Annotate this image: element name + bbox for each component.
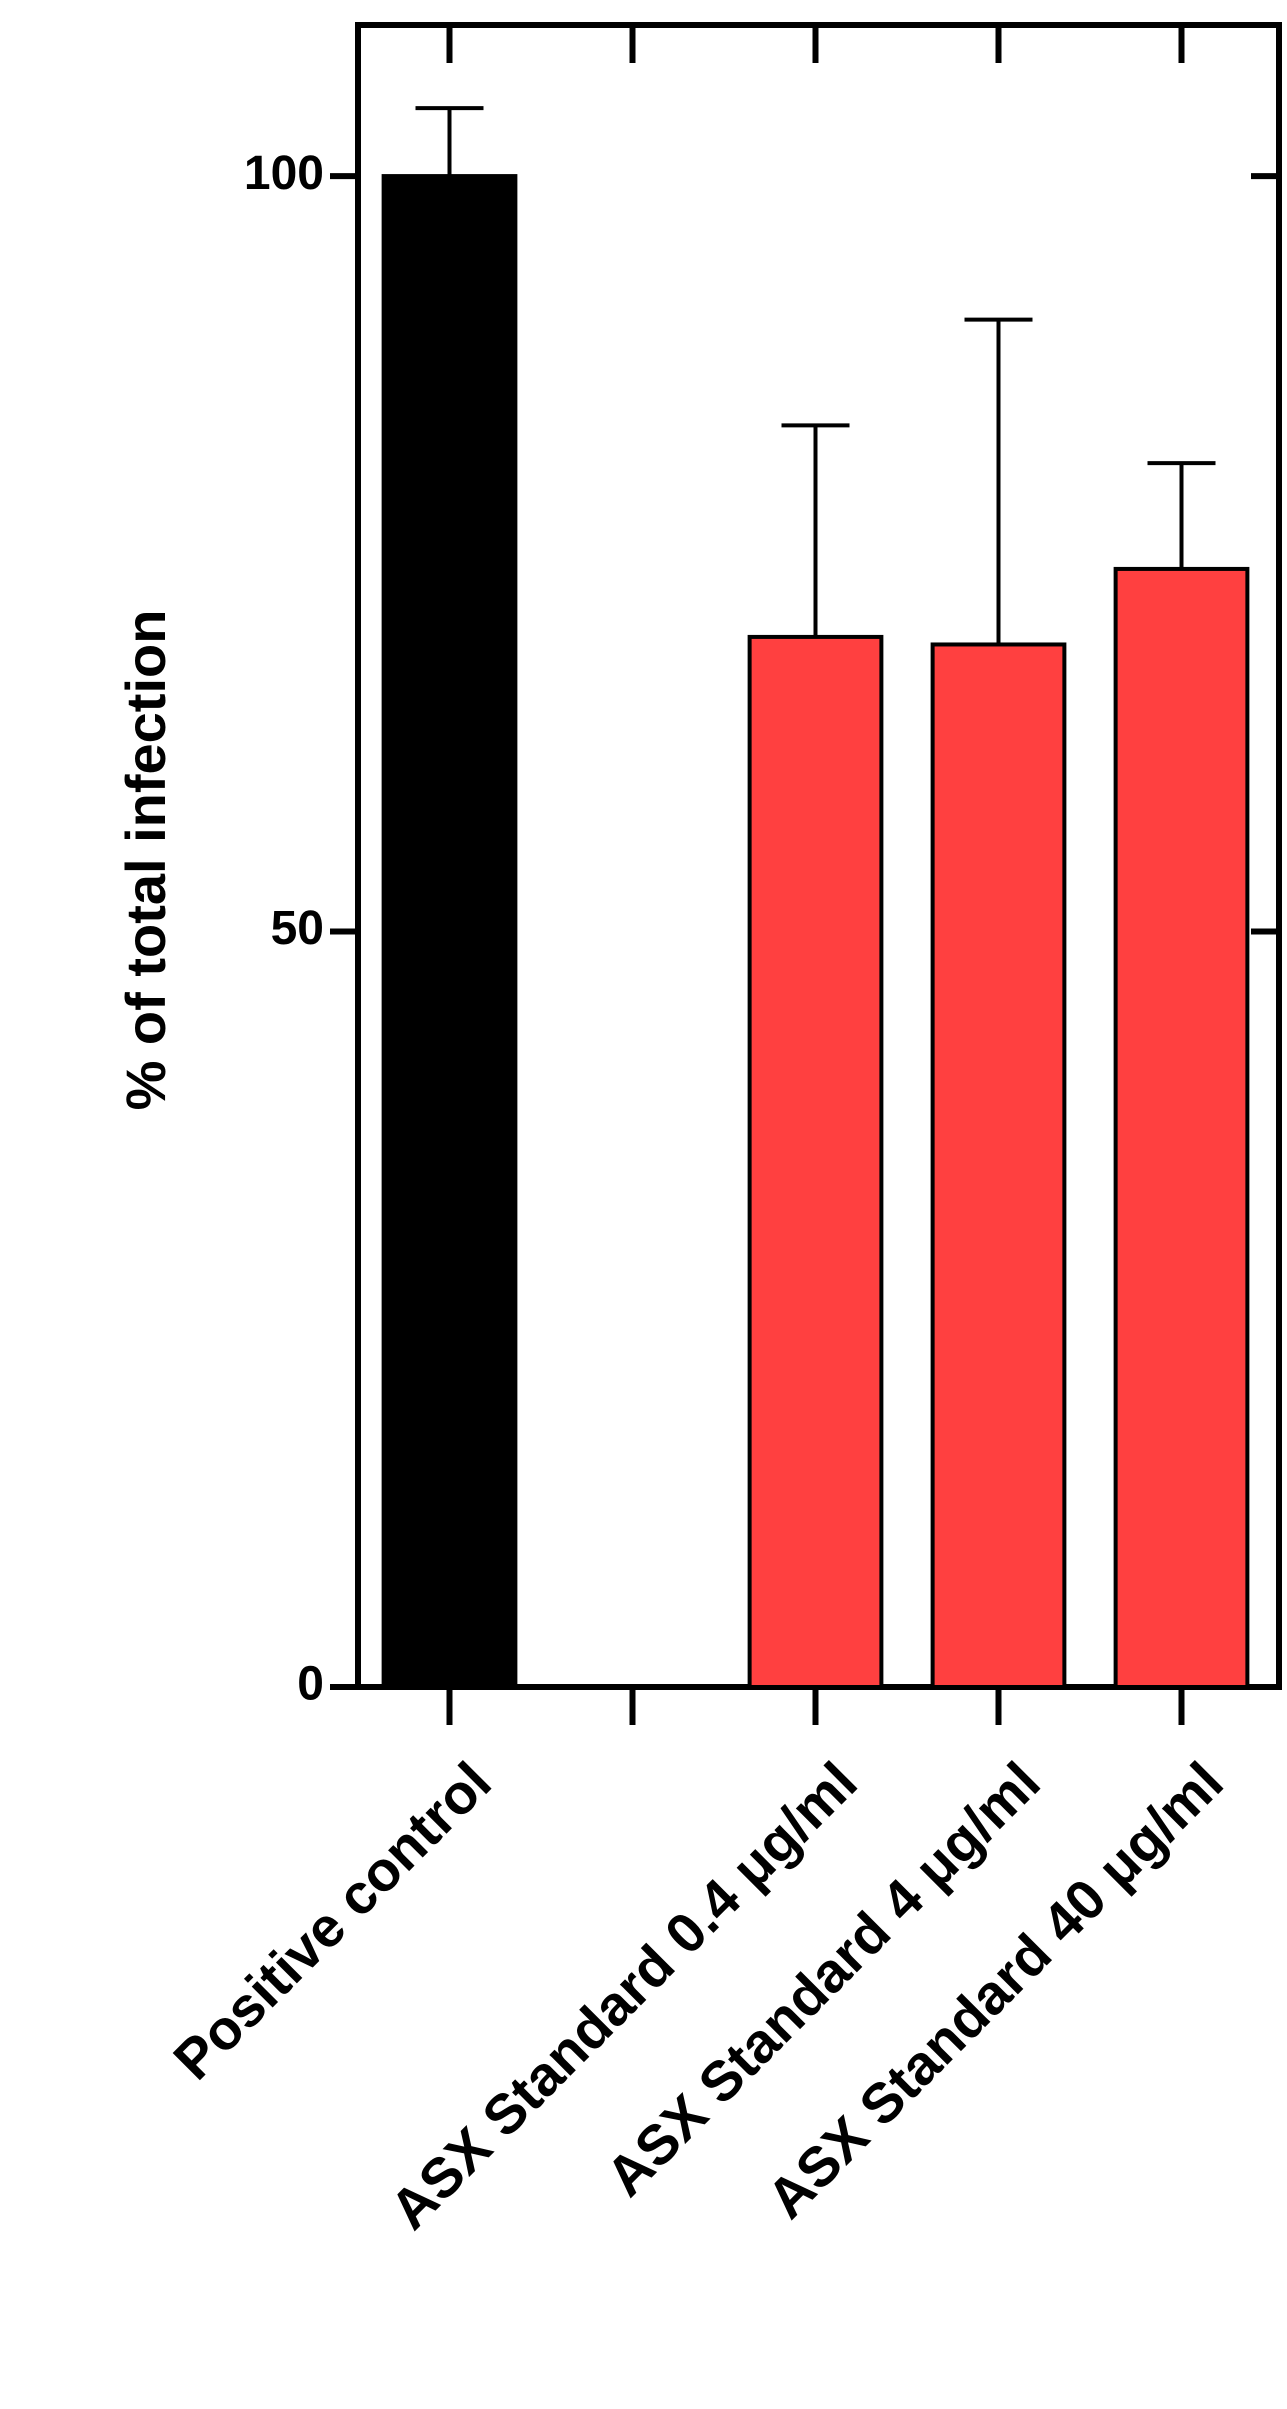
y-tick-label: 50 — [271, 902, 324, 955]
bar — [930, 642, 1067, 1689]
y-tick-label: 0 — [297, 1658, 324, 1711]
bar — [1113, 566, 1250, 1689]
x-tick-label: Positive control — [161, 1750, 503, 2092]
bar — [747, 634, 884, 1689]
bar — [381, 174, 518, 1689]
y-tick-label: 100 — [244, 147, 324, 200]
y-axis-label: % of total infection — [114, 610, 177, 1111]
